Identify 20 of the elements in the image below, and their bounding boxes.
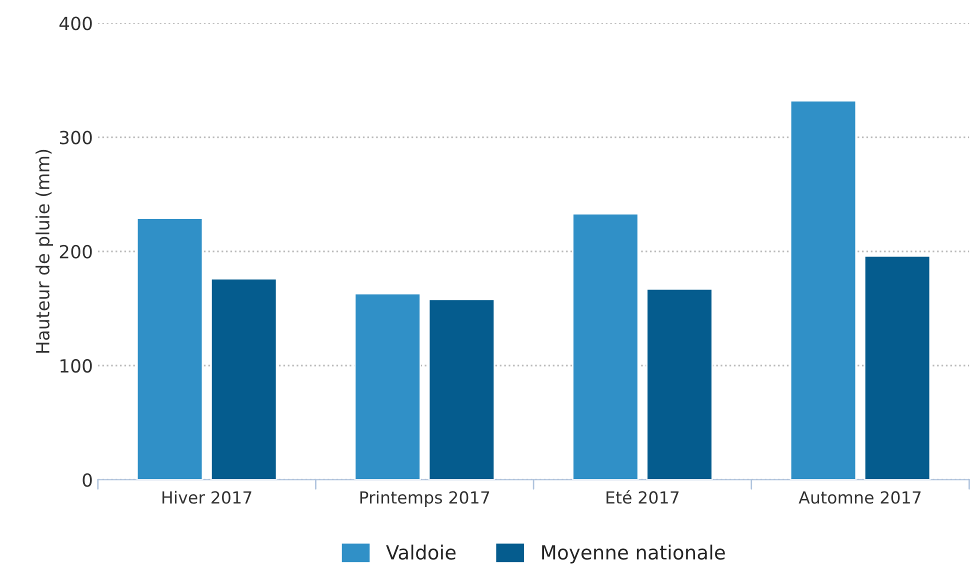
bar bbox=[864, 255, 931, 480]
y-tick-label: 100 bbox=[60, 359, 92, 373]
x-tick-label: Automne 2017 bbox=[798, 491, 921, 504]
y-tick-label: 0 bbox=[82, 473, 92, 487]
legend-label: Moyenne nationale bbox=[542, 544, 725, 564]
bar bbox=[646, 288, 713, 480]
bar bbox=[428, 298, 496, 480]
x-tick-label: Printemps 2017 bbox=[360, 490, 490, 507]
bar bbox=[136, 218, 204, 480]
x-tick-label: Hiver 2017 bbox=[162, 490, 252, 504]
y-axis-title: Hauteur de pluie (mm) bbox=[36, 150, 54, 353]
bar bbox=[790, 100, 857, 480]
bar bbox=[572, 213, 639, 480]
y-tick-label: 300 bbox=[60, 130, 92, 144]
bar bbox=[354, 292, 421, 480]
x-tick-label: Eté 2017 bbox=[606, 490, 679, 504]
bar bbox=[210, 278, 278, 480]
y-tick-label: 400 bbox=[59, 16, 92, 30]
y-tick-label: 200 bbox=[60, 244, 92, 259]
legend-label: Valdoie bbox=[386, 544, 456, 560]
